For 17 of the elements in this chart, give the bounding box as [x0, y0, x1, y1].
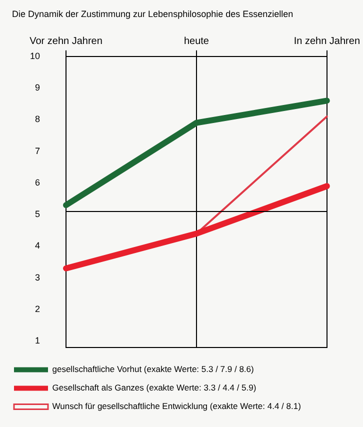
y-tick-label: 8 — [34, 114, 40, 124]
y-tick-label: 3 — [34, 272, 40, 282]
x-tick-label: In zehn Jahren — [294, 36, 360, 48]
y-tick-label: 5 — [34, 209, 40, 220]
x-tick-label: heute — [184, 36, 210, 48]
legend-label: gesellschaftliche Vorhut (exakte Werte: 5.3 / 7.9 / 8.6) — [52, 364, 254, 374]
y-tick-label: 10 — [30, 50, 40, 61]
y-tick-label: 4 — [34, 240, 40, 251]
y-tick-label: 6 — [34, 177, 40, 188]
y-tick-label: 7 — [34, 146, 40, 156]
chart-title: Die Dynamik der Zustimmung zur Lebensphilosophie des Essenziellen — [11, 8, 294, 19]
legend-label: Gesellschaft als Ganzes (exakte Werte: 3.3 / 4.4 / 5.9) — [52, 382, 256, 393]
y-tick-label: 2 — [34, 304, 40, 314]
x-tick-label: Vor zehn Jahren — [30, 36, 102, 48]
legend-label: Wunsch für gesellschaftliche Entwicklung (exakte Werte: 4.4 / 8.1) — [52, 401, 302, 412]
y-tick-label: 9 — [34, 82, 40, 93]
y-tick-label: 1 — [34, 336, 40, 346]
